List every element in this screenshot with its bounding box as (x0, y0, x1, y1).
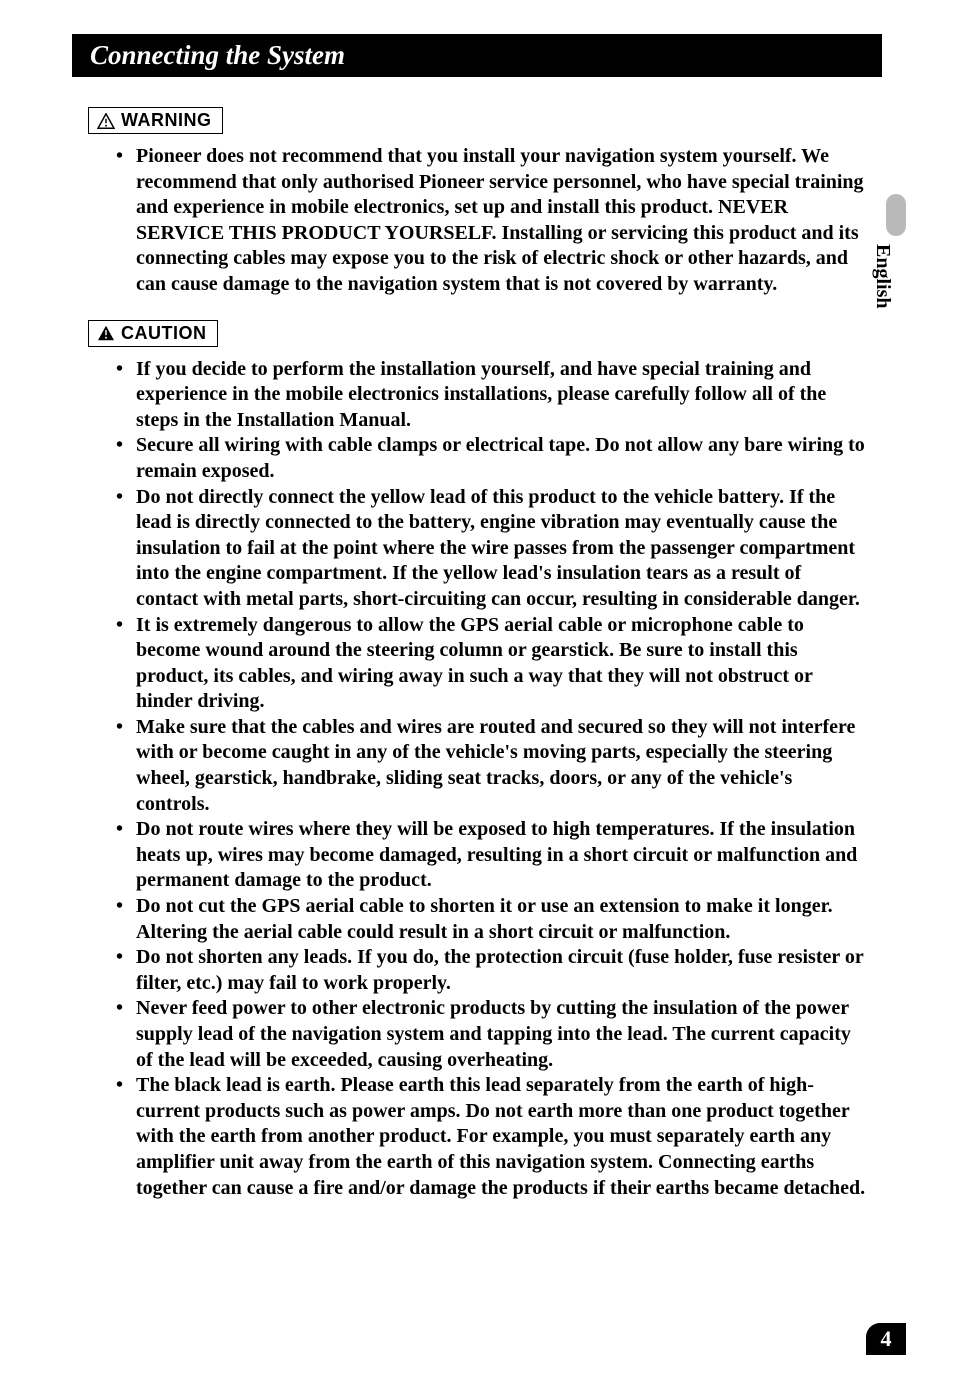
section-header: Connecting the System (72, 34, 882, 77)
warning-list: Pioneer does not recommend that you inst… (116, 144, 866, 298)
page-number-text: 4 (881, 1326, 892, 1352)
caution-label-text: CAUTION (121, 323, 207, 344)
caution-list: If you decide to perform the installatio… (116, 357, 866, 1202)
warning-label-box: WARNING (88, 107, 223, 134)
list-item: Do not shorten any leads. If you do, the… (116, 945, 866, 996)
side-language-tab: English (871, 244, 894, 308)
list-item: Pioneer does not recommend that you inst… (116, 144, 866, 298)
section-title-text: Connecting the System (90, 40, 345, 70)
list-item: Do not cut the GPS aerial cable to short… (116, 894, 866, 945)
list-item: Never feed power to other electronic pro… (116, 996, 866, 1073)
caution-block: CAUTION If you decide to perform the ins… (88, 320, 866, 1202)
list-item: It is extremely dangerous to allow the G… (116, 613, 866, 715)
list-item: The black lead is earth. Please earth th… (116, 1073, 866, 1201)
list-item: Make sure that the cables and wires are … (116, 715, 866, 817)
list-item: Do not route wires where they will be ex… (116, 817, 866, 894)
page-content: WARNING Pioneer does not recommend that … (88, 107, 866, 1201)
warning-icon (97, 113, 115, 129)
warning-label-text: WARNING (121, 110, 212, 131)
caution-icon (97, 325, 115, 341)
page-number-badge: 4 (866, 1323, 906, 1355)
list-item: Do not directly connect the yellow lead … (116, 485, 866, 613)
list-item: Secure all wiring with cable clamps or e… (116, 433, 866, 484)
side-language-pill (886, 194, 906, 236)
caution-label-box: CAUTION (88, 320, 218, 347)
list-item: If you decide to perform the installatio… (116, 357, 866, 434)
warning-block: WARNING Pioneer does not recommend that … (88, 107, 866, 298)
